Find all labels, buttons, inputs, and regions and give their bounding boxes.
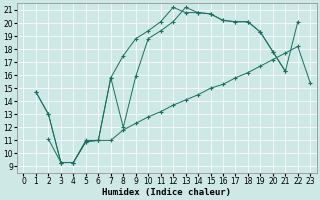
- X-axis label: Humidex (Indice chaleur): Humidex (Indice chaleur): [102, 188, 231, 197]
